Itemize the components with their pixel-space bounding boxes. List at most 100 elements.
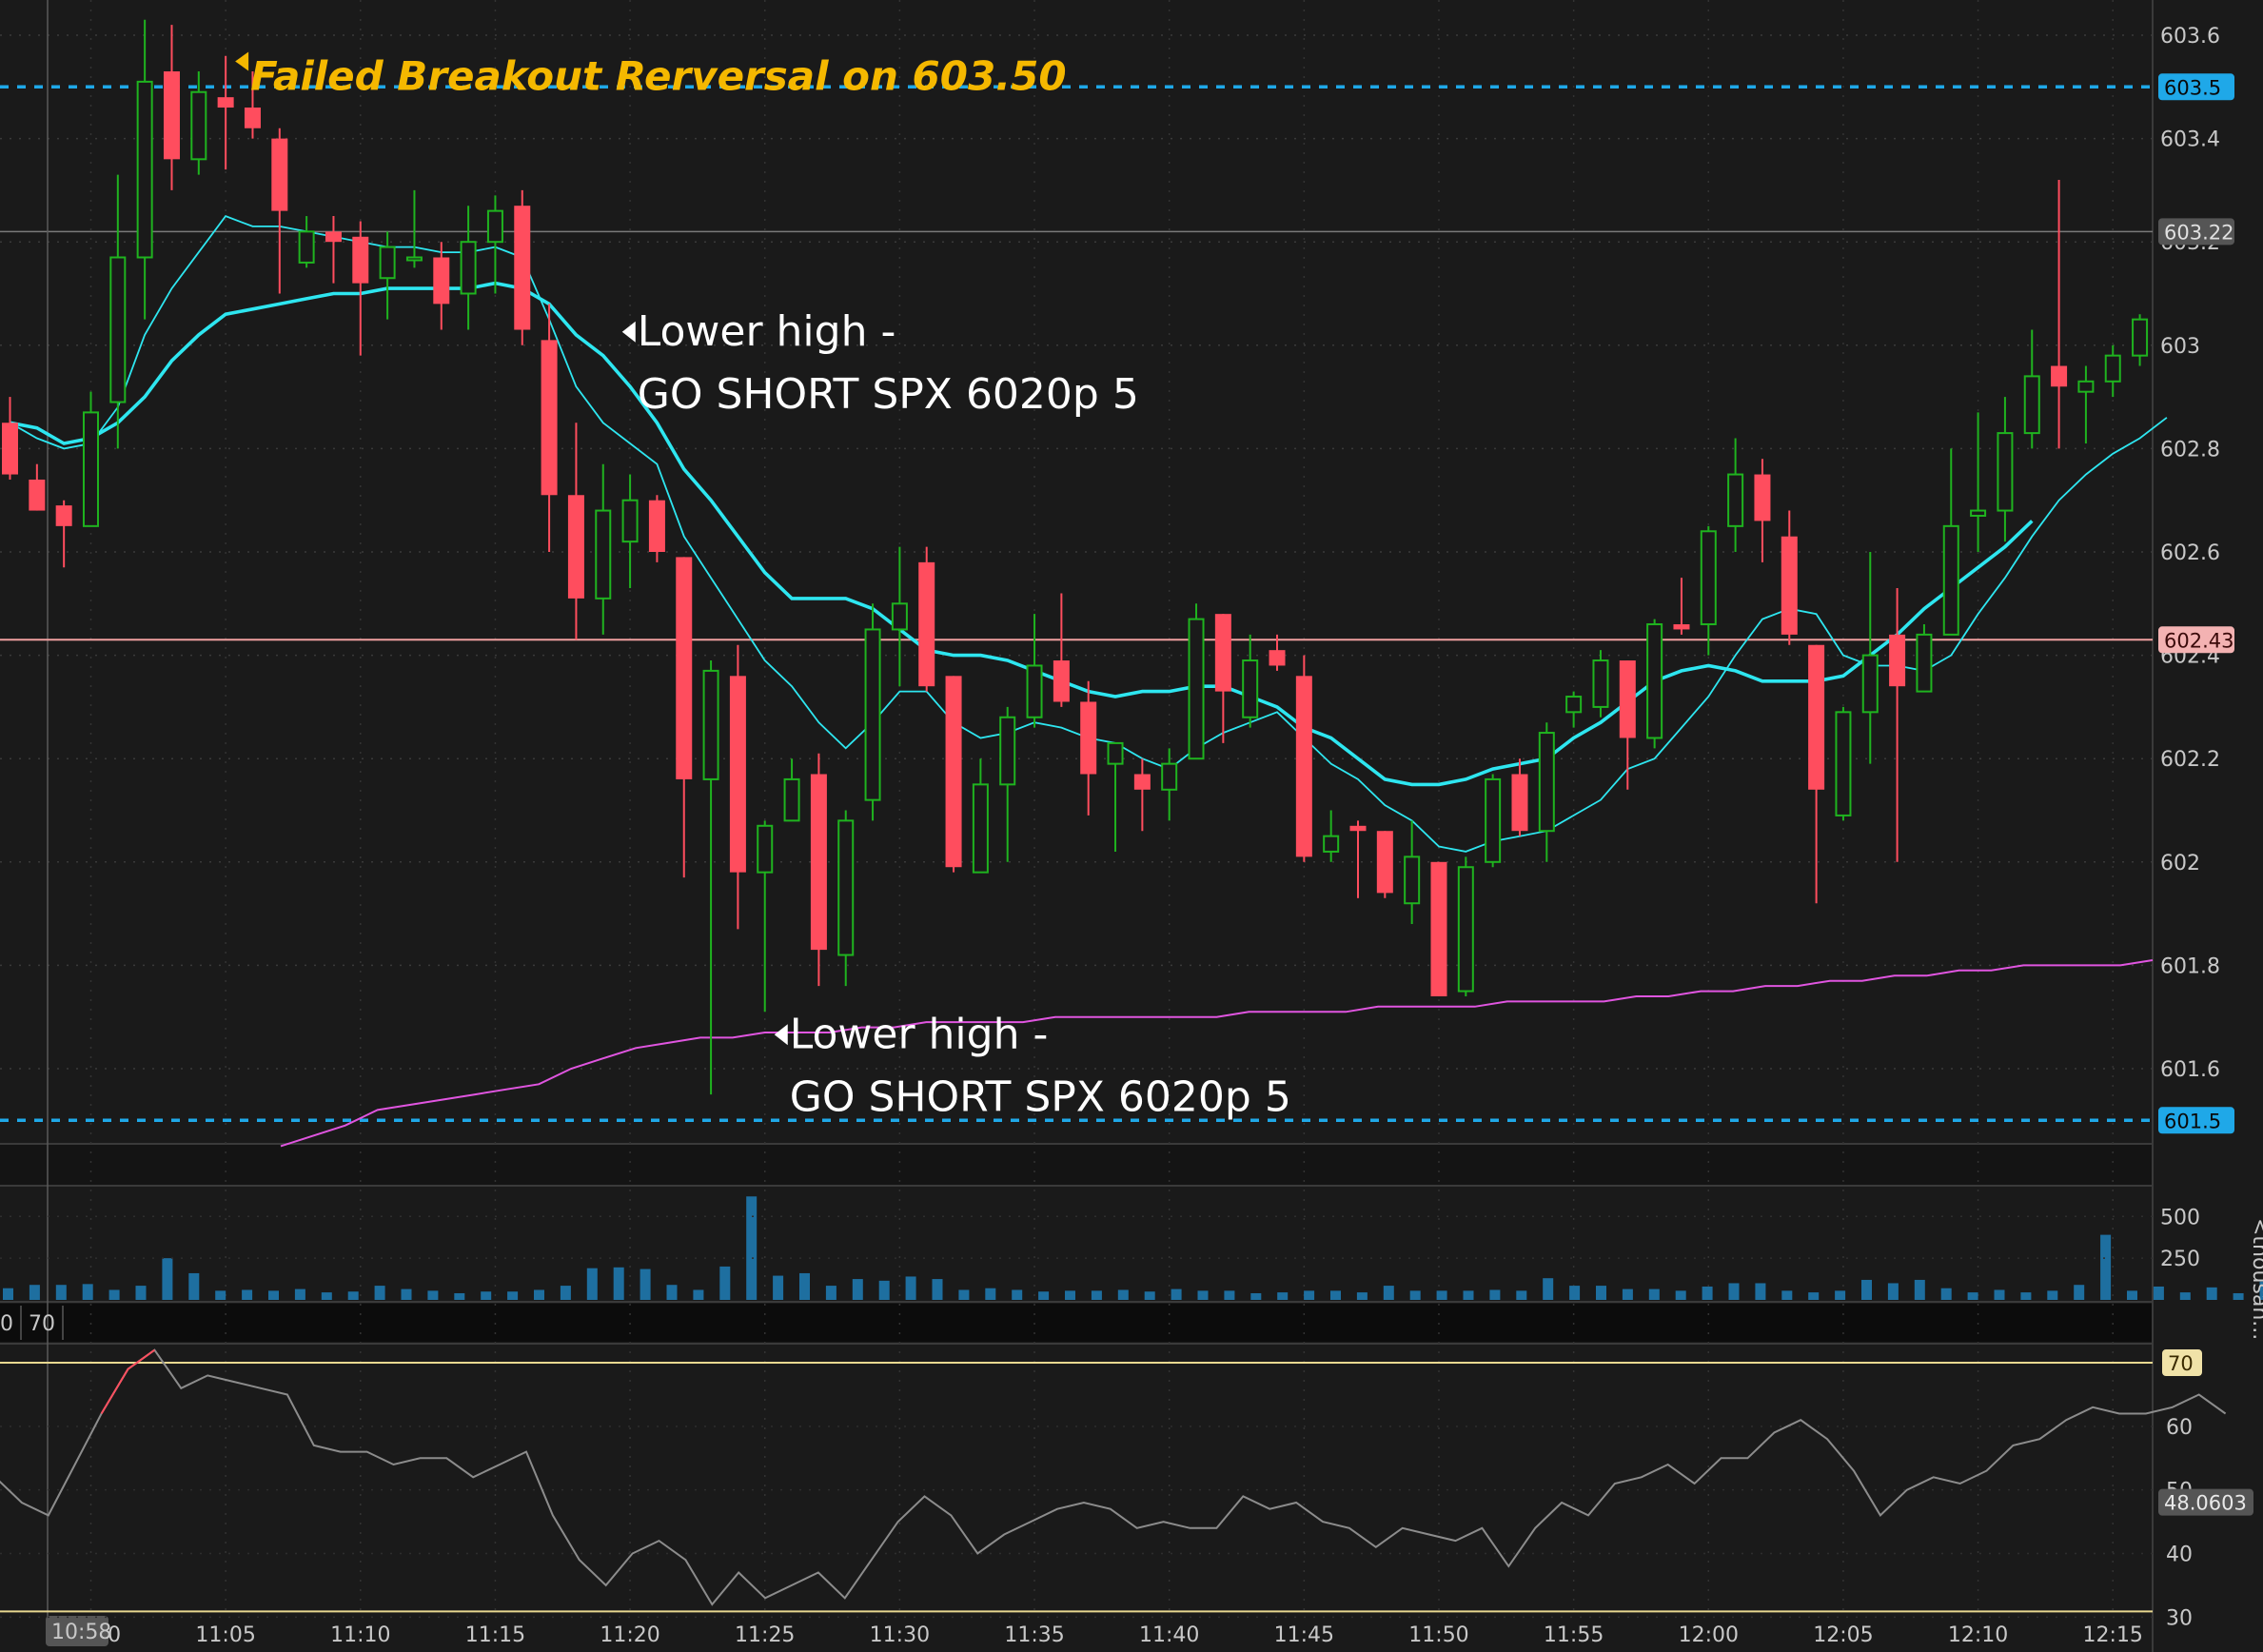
candle-body-down[interactable] [567, 495, 584, 599]
candle-body-up[interactable] [1700, 530, 1717, 626]
candle-body-up[interactable] [1161, 762, 1178, 791]
volume-bar[interactable] [1091, 1290, 1102, 1300]
volume-bar[interactable] [1569, 1286, 1581, 1300]
volume-bar[interactable] [1702, 1286, 1713, 1300]
volume-bar[interactable] [294, 1288, 305, 1300]
candle-body-down[interactable] [1349, 825, 1367, 832]
candle-body-up[interactable] [1026, 664, 1043, 718]
volume-bar[interactable] [401, 1288, 412, 1300]
candle-body-up[interactable] [1970, 509, 1987, 517]
volume-bar[interactable] [1304, 1290, 1315, 1300]
candle-body-up[interactable] [595, 509, 612, 600]
volume-bar[interactable] [2259, 1281, 2263, 1300]
volume-bar[interactable] [852, 1279, 863, 1300]
volume-bar[interactable] [3, 1288, 13, 1300]
volume-bar[interactable] [1330, 1290, 1341, 1300]
volume-bar[interactable] [932, 1279, 943, 1300]
volume-bar[interactable] [321, 1292, 332, 1300]
volume-bar[interactable] [1224, 1290, 1235, 1300]
candle-body-down[interactable] [1511, 774, 1528, 832]
candle-body-up[interactable] [405, 256, 423, 262]
volume-bar[interactable] [1940, 1288, 1952, 1300]
candle-body-down[interactable] [433, 257, 450, 305]
candle-body-down[interactable] [2051, 365, 2068, 387]
volume-bar[interactable] [215, 1290, 226, 1300]
candle-body-up[interactable] [2104, 354, 2121, 383]
volume-bar[interactable] [1861, 1279, 1872, 1300]
volume-bar[interactable] [162, 1258, 173, 1300]
candle-body-up[interactable] [379, 246, 396, 280]
candle-body-up[interactable] [783, 777, 800, 822]
volume-bar[interactable] [1171, 1288, 1182, 1300]
candle-body-up[interactable] [837, 819, 855, 956]
candle-body-down[interactable] [325, 231, 342, 243]
candle-body-up[interactable] [109, 256, 127, 403]
volume-bar[interactable] [2074, 1285, 2085, 1300]
volume-bar[interactable] [2100, 1234, 2112, 1300]
candle-body-up[interactable] [1538, 732, 1555, 833]
volume-bar[interactable] [29, 1285, 40, 1300]
candle-body-up[interactable] [460, 241, 477, 295]
candle-body-up[interactable] [298, 230, 315, 264]
volume-bar[interactable] [82, 1284, 93, 1300]
volume-bar[interactable] [1516, 1290, 1527, 1300]
volume-bar[interactable] [135, 1286, 147, 1300]
candle-body-up[interactable] [864, 628, 881, 801]
candle-body-down[interactable] [1295, 676, 1312, 857]
candle-body-up[interactable] [1323, 835, 1340, 853]
candle-body-down[interactable] [29, 479, 46, 511]
volume-bar[interactable] [2233, 1292, 2244, 1300]
volume-bar[interactable] [481, 1291, 492, 1300]
volume-bar[interactable] [1197, 1290, 1209, 1300]
candle-body-down[interactable] [1269, 650, 1286, 666]
candle-body-down[interactable] [1889, 634, 1906, 687]
volume-bar[interactable] [507, 1291, 519, 1300]
volume-bar[interactable] [1117, 1289, 1129, 1300]
candle-body-up[interactable] [1942, 524, 1959, 636]
candle-body-down[interactable] [217, 97, 234, 108]
volume-bar[interactable] [878, 1280, 890, 1300]
candle-body-down[interactable] [1673, 624, 1690, 630]
candle-body-up[interactable] [891, 602, 908, 631]
candle-body-down[interactable] [1754, 474, 1771, 521]
volume-bar[interactable] [1356, 1292, 1368, 1300]
volume-bar[interactable] [268, 1290, 279, 1300]
volume-bar[interactable] [586, 1268, 598, 1300]
volume-bar[interactable] [1250, 1292, 1262, 1300]
volume-bar[interactable] [454, 1292, 465, 1300]
volume-bar[interactable] [1596, 1286, 1606, 1300]
volume-bar[interactable] [1383, 1286, 1394, 1300]
candle-body-up[interactable] [1727, 473, 1744, 527]
candle-body-up[interactable] [999, 716, 1016, 786]
volume-bar[interactable] [2179, 1292, 2191, 1300]
volume-bar[interactable] [55, 1285, 67, 1300]
candle-body-down[interactable] [1376, 831, 1393, 894]
volume-bar[interactable] [1277, 1292, 1289, 1300]
volume-bar[interactable] [1436, 1290, 1447, 1300]
volume-bar[interactable] [1755, 1283, 1766, 1300]
volume-bar[interactable] [1463, 1290, 1474, 1300]
volume-bar[interactable] [427, 1290, 439, 1300]
candle-body-down[interactable] [163, 71, 180, 160]
volume-bar[interactable] [1409, 1290, 1421, 1300]
candle-body-down[interactable] [2, 423, 18, 475]
candle-body-up[interactable] [2132, 318, 2149, 357]
candle-body-down[interactable] [1619, 660, 1636, 738]
candle-body-down[interactable] [55, 505, 72, 526]
volume-bar[interactable] [2153, 1286, 2164, 1300]
volume-bar[interactable] [2127, 1290, 2137, 1300]
candle-body-down[interactable] [514, 206, 531, 330]
volume-bar[interactable] [613, 1267, 624, 1300]
volume-bar[interactable] [1675, 1290, 1686, 1300]
candle-body-down[interactable] [352, 236, 369, 284]
volume-bar[interactable] [1887, 1283, 1899, 1300]
candle-body-up[interactable] [702, 669, 719, 780]
candle-body-up[interactable] [1457, 866, 1474, 993]
candle-body-up[interactable] [1916, 633, 1933, 693]
candle-body-up[interactable] [190, 90, 207, 161]
volume-bar[interactable] [1012, 1289, 1023, 1300]
candle-body-down[interactable] [541, 340, 558, 496]
volume-bar[interactable] [347, 1291, 359, 1300]
candle-body-up[interactable] [1835, 711, 1852, 816]
